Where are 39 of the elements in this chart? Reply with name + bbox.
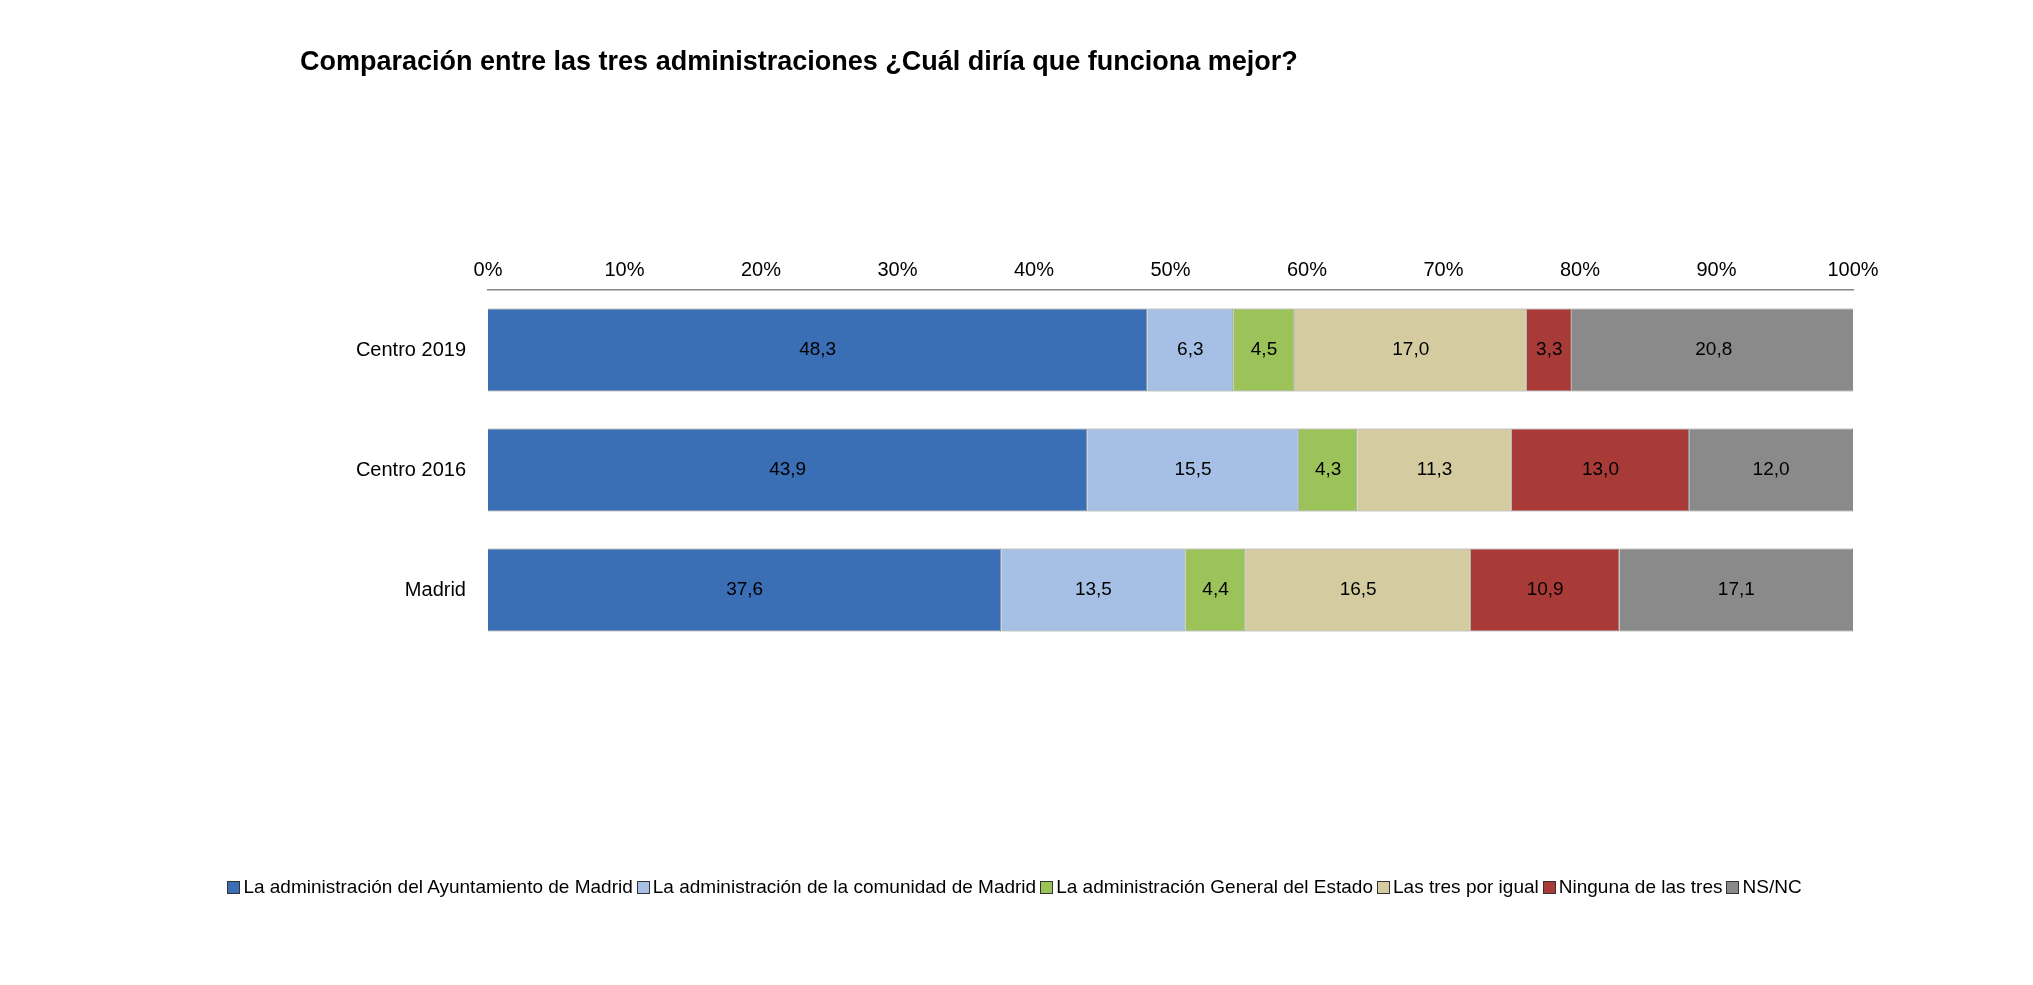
text: 12,0 bbox=[1752, 458, 1790, 480]
text: 37,6 bbox=[726, 578, 764, 600]
text: 48,3 bbox=[799, 338, 837, 360]
legend-label: La administración del Ayuntamiento de Madrid bbox=[243, 876, 633, 898]
text: 4,3 bbox=[1314, 458, 1342, 480]
text: 43,9 bbox=[769, 458, 807, 480]
text: 13,5 bbox=[1074, 578, 1112, 600]
text: 15,5 bbox=[1174, 458, 1212, 480]
x-tick-label: 50% bbox=[1150, 257, 1191, 280]
text: 6,3 bbox=[1177, 338, 1204, 360]
y-tick-label: Madrid bbox=[404, 577, 466, 600]
y-tick-label: Centro 2016 bbox=[355, 457, 466, 480]
x-tick-label: 10% bbox=[604, 257, 645, 280]
legend-label: Las tres por igual bbox=[1393, 876, 1539, 898]
x-tick-label: 90% bbox=[1696, 257, 1737, 280]
text: 13,0 bbox=[1581, 458, 1619, 480]
text: 3,3 bbox=[1536, 338, 1563, 360]
text: 17,1 bbox=[1717, 578, 1755, 600]
x-tick-label: 0% bbox=[473, 257, 503, 280]
x-tick-label: 70% bbox=[1423, 257, 1464, 280]
legend-label: La administración de la comunidad de Madrid bbox=[652, 876, 1037, 898]
legend-label: La administración General del Estado bbox=[1056, 876, 1374, 898]
text: 17,0 bbox=[1392, 338, 1430, 360]
x-tick-label: 30% bbox=[877, 257, 918, 280]
text: 16,5 bbox=[1339, 578, 1377, 600]
text: 11,3 bbox=[1416, 458, 1453, 480]
legend-label: Ninguna de las tres bbox=[1558, 876, 1723, 898]
x-tick-label: 100% bbox=[1827, 257, 1879, 280]
text: 4,4 bbox=[1202, 578, 1229, 600]
x-tick-label: 60% bbox=[1286, 257, 1328, 280]
text: 20,8 bbox=[1695, 338, 1733, 360]
x-tick-label: 40% bbox=[1013, 257, 1055, 280]
text: 4,5 bbox=[1250, 338, 1278, 360]
x-tick-label: 20% bbox=[740, 257, 782, 280]
x-tick-label: 80% bbox=[1559, 257, 1601, 280]
y-tick-label: Centro 2019 bbox=[355, 337, 466, 360]
legend-label: NS/NC bbox=[1742, 876, 1802, 898]
chart-title: Comparación entre las tres administraciones ¿Cuál diría que funciona mejor? bbox=[300, 46, 1298, 77]
text: 10,9 bbox=[1526, 578, 1564, 600]
